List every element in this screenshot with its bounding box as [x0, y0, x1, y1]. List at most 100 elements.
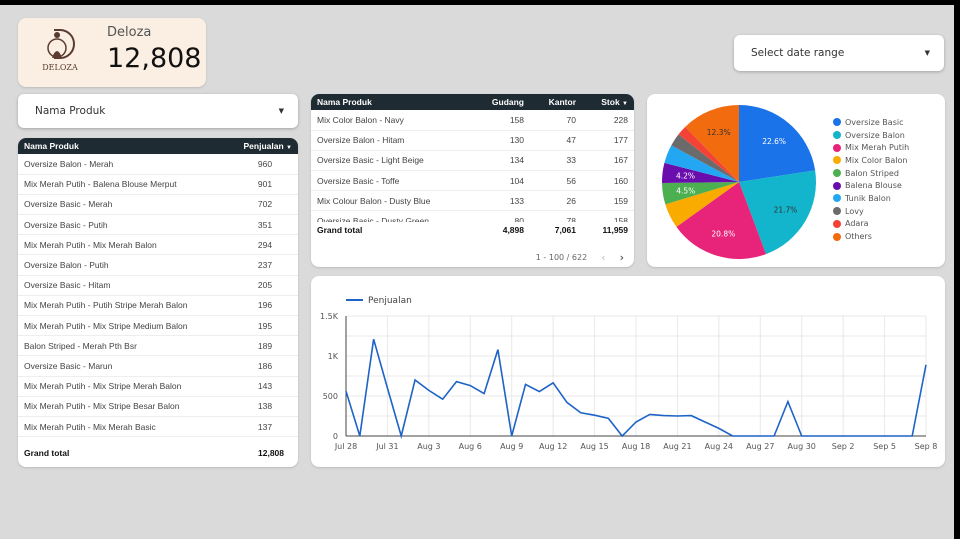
table-row[interactable]: Oversize Basic - Toffe 104 56 160 [311, 170, 634, 192]
product-filter-dropdown[interactable]: Nama Produk ▼ [18, 94, 298, 128]
legend-label: Adara [845, 219, 869, 229]
product-name: Mix Merah Putih - Putih Stripe Merah Bal… [18, 295, 232, 317]
x-tick-label: Aug 15 [580, 442, 608, 451]
legend-swatch [833, 219, 841, 228]
x-tick-label: Sep 8 [915, 442, 938, 451]
table-row[interactable]: Oversize Basic - Light Beige 134 33 167 [311, 150, 634, 172]
gudang-value: 158 [476, 110, 530, 131]
next-page-icon[interactable]: › [619, 251, 624, 264]
pie-slice-balena-blouse[interactable] [662, 162, 739, 183]
table-row[interactable]: Oversize Balon - Merah 960 [18, 154, 298, 175]
legend-swatch [833, 169, 841, 178]
table-row[interactable]: Mix Merah Putih - Mix Stripe Merah Balon… [18, 376, 298, 397]
pie-slice-oversize-basic[interactable] [739, 105, 816, 182]
sales-value: 189 [232, 335, 298, 357]
product-name: Balon Striped - Merah Pth Bsr [18, 335, 232, 357]
table-row[interactable]: Mix Merah Putih - Mix Stripe Medium Balo… [18, 315, 298, 337]
sales-value: 196 [232, 295, 298, 317]
product-name: Mix Merah Putih - Mix Merah Basic [18, 416, 232, 438]
table-row[interactable]: Oversize Basic - Putih 351 [18, 214, 298, 236]
product-name: Mix Colour Balon - Dusty Blue [311, 190, 476, 212]
legend-item[interactable]: Adara [833, 218, 909, 231]
stock-table: Nama Produk Gudang Kantor Stok ▼ Mix Color … [311, 94, 634, 267]
x-tick-label: Jul 31 [375, 442, 398, 451]
x-tick-label: Aug 18 [622, 442, 650, 451]
legend-item[interactable]: Balena Blouse [833, 179, 909, 192]
table-row[interactable]: Mix Merah Putih - Mix Merah Balon 294 [18, 234, 298, 256]
sales-value: 901 [232, 174, 298, 195]
kantor-value: 47 [530, 130, 582, 151]
x-tick-label: Aug 21 [663, 442, 691, 451]
legend-label: Mix Merah Putih [845, 143, 910, 153]
sales-value: 138 [232, 396, 298, 417]
table-row[interactable]: Mix Merah Putih - Mix Merah Basic 137 [18, 416, 298, 438]
line-chart-card: Jul 28 Jul 31 Aug 3 Aug 6 Aug 9 Aug 12 Aug 15 A… [311, 276, 945, 467]
col-header-gudang[interactable]: Gudang [476, 94, 530, 110]
y-tick-label: 1.5K [320, 312, 339, 321]
legend-item[interactable]: Oversize Balon [833, 129, 909, 142]
grand-total-label: Grand total [24, 448, 70, 458]
date-range-dropdown[interactable]: Select date range ▼ [734, 35, 944, 71]
table-row[interactable]: Mix Color Balon - Navy 158 70 228 [311, 110, 634, 131]
kpi-card: DELOZA Deloza 12,808 [18, 18, 206, 87]
product-name: Mix Color Balon - Navy [311, 110, 476, 131]
legend-item[interactable]: Mix Color Balon [833, 154, 909, 167]
table-row[interactable]: Oversize Balon - Putih 237 [18, 254, 298, 276]
series-line-penjualan[interactable] [345, 338, 927, 440]
col-header-stok-label: Stok [601, 97, 620, 107]
table-row[interactable]: Oversize Basic - Dusty Green 80 78 158 [311, 210, 634, 222]
legend-label: Mix Color Balon [845, 155, 908, 165]
col-header-sales[interactable]: Penjualan ▼ [232, 138, 298, 154]
pie-slice-adara[interactable] [678, 126, 739, 182]
pie-slice-label: 12.3% [707, 128, 731, 137]
x-tick-label: Jul 28 [334, 442, 357, 451]
table-row[interactable]: Mix Merah Putih - Balena Blouse Merput 90… [18, 174, 298, 195]
legend-item[interactable]: Tunik Balon [833, 192, 909, 205]
table-row[interactable]: Mix Colour Balon - Dusty Blue 133 26 159 [311, 190, 634, 212]
table-row[interactable]: Oversize Balon - Hitam 130 47 177 [311, 130, 634, 151]
table-row[interactable]: Oversize Basic - Hitam 205 [18, 275, 298, 296]
x-tick-label: Aug 6 [459, 442, 482, 451]
col-header-product[interactable]: Nama Produk [311, 94, 476, 110]
grand-total-label: Grand total [317, 225, 363, 235]
table-row[interactable]: Balon Striped - Merah Pth Bsr 189 [18, 335, 298, 357]
x-tick-label: Aug 24 [705, 442, 733, 451]
pie-slice-label: 22.6% [762, 137, 786, 146]
pie-slice-others[interactable] [685, 105, 739, 182]
table-row[interactable]: Oversize Basic - Merah 702 [18, 194, 298, 216]
legend-item[interactable]: Balon Striped [833, 167, 909, 180]
legend-label: Lovy [845, 206, 864, 216]
legend-swatch [833, 207, 841, 216]
product-name: Oversize Basic - Merah [18, 194, 232, 216]
pie-slice-label: 20.8% [711, 230, 735, 239]
col-header-sales-label: Penjualan [243, 141, 284, 151]
product-name: Oversize Basic - Toffe [311, 170, 476, 192]
pie-slice-tunik-balon[interactable] [664, 145, 739, 182]
col-header-stok[interactable]: Stok ▼ [582, 94, 634, 110]
table-row[interactable]: Mix Merah Putih - Putih Stripe Merah Bal… [18, 295, 298, 317]
pie-chart: 22.6% 21.7% 20.8% 4.5% 4.2% 12.3% [662, 105, 816, 259]
table-row[interactable]: Oversize Basic - Marun 186 [18, 355, 298, 377]
pie-slice-oversize-balon[interactable] [739, 170, 816, 255]
legend-item[interactable]: Lovy [833, 205, 909, 218]
sort-desc-icon: ▼ [286, 145, 292, 151]
table-row[interactable]: Mix Merah Putih - Mix Stripe Besar Balon… [18, 396, 298, 417]
stok-value: 158 [582, 210, 634, 222]
legend-item[interactable]: Oversize Basic [833, 116, 909, 129]
pie-chart-card: 22.6% 21.7% 20.8% 4.5% 4.2% 12.3% Oversize Ba… [647, 94, 945, 267]
x-tick-label: Aug 3 [417, 442, 440, 451]
pie-slice-lovy[interactable] [671, 134, 739, 182]
legend-label: Oversize Balon [845, 130, 905, 140]
pie-slice-mix-merah-putih[interactable] [676, 182, 766, 259]
pie-slice-mix-color-balon[interactable] [665, 182, 739, 227]
grand-total-value: 12,808 [258, 448, 284, 458]
col-header-product[interactable]: Nama Produk [18, 138, 232, 154]
table-row[interactable]: Mix Merah Putih - Putih Stripe Merah133 [18, 436, 298, 444]
col-header-kantor[interactable]: Kantor [530, 94, 582, 110]
legend-item[interactable]: Others [833, 230, 909, 243]
legend-item[interactable]: Mix Merah Putih [833, 141, 909, 154]
stok-value: 167 [582, 150, 634, 172]
prev-page-icon[interactable]: ‹ [601, 251, 606, 264]
pie-slice-balon-striped[interactable] [662, 182, 739, 205]
deloza-logo: DELOZA [42, 29, 78, 72]
